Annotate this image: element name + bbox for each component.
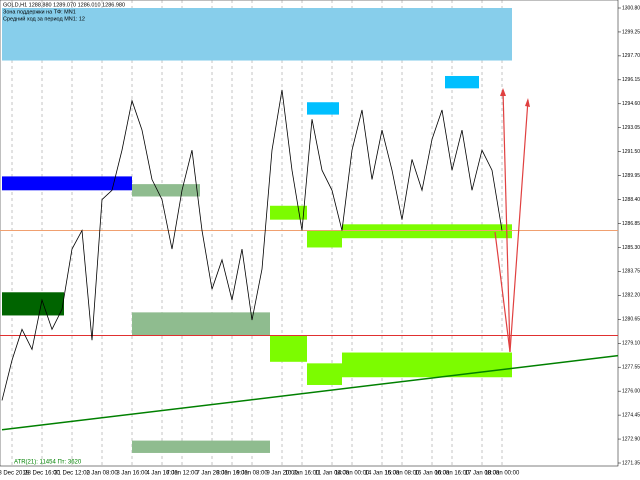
- y-tick-label: 1272.900: [622, 436, 640, 442]
- x-tick-label: 18 Jan 00:00: [485, 471, 520, 477]
- x-tick-label: 10 Jan 16:00: [285, 471, 320, 477]
- y-tick-label: 1279.100: [622, 341, 640, 347]
- x-tick-label: 16 Jan 00:00: [415, 471, 450, 477]
- x-tick-label: 11 Jan 08:00: [315, 471, 350, 477]
- x-tick-label: 14 Jan 16:00: [365, 471, 400, 477]
- trend-line: [1, 354, 619, 431]
- annotation: Зона поддержки на ТФ: MN1: [3, 9, 76, 15]
- y-tick-label: 1277.550: [622, 365, 640, 371]
- y-tick-label: 1276.000: [622, 388, 640, 394]
- chart-title: GOLD,H1 1288.880 1289.070 1286.010 1286.…: [3, 2, 125, 8]
- zone: [342, 224, 512, 239]
- zone: [270, 335, 307, 362]
- y-tick-label: 1288.400: [622, 197, 640, 203]
- zone: [132, 440, 270, 453]
- projection-arrow: [502, 89, 511, 353]
- zone: [307, 102, 339, 115]
- x-tick-label: 9 Jan 08:00: [236, 471, 268, 477]
- zone: [307, 230, 342, 248]
- annotation: Средний ход за период MN1: 12: [3, 15, 85, 22]
- x-tick-label: 4 Jan 16:00: [146, 471, 178, 477]
- x-tick-label: 2 Jan 08:00: [86, 471, 118, 477]
- y-tick-label: 1280.650: [622, 317, 640, 323]
- y-tick-label: 1291.500: [622, 149, 640, 155]
- y-tick-label: 1282.200: [622, 293, 640, 299]
- x-tick-label: 3 Jan 16:00: [116, 471, 148, 477]
- x-tick-label: 28 Dec 2018: [0, 471, 30, 477]
- zone: [2, 292, 64, 316]
- x-tick-label: 16 Jan 16:00: [435, 471, 470, 477]
- y-tick-label: 1297.700: [622, 53, 640, 59]
- zone: [132, 184, 200, 197]
- y-tick-label: 1286.850: [622, 221, 640, 227]
- x-tick-label: 7 Jan 12:00: [166, 471, 198, 477]
- zone: [307, 363, 342, 385]
- y-tick-label: 1271.350: [622, 460, 640, 466]
- x-tick-label: 31 Dec 12:00: [54, 471, 90, 477]
- x-tick-label: 17 Jan 08:00: [465, 471, 500, 477]
- zone: [2, 176, 132, 191]
- footer: ATR(21): 11454 Пт: 3620: [14, 460, 82, 466]
- zone: [445, 75, 479, 89]
- x-tick-label: 15 Jan 08:00: [385, 471, 420, 477]
- zone: [342, 352, 512, 378]
- header: GOLD,H1 1288.880 1289.070 1286.010 1286.…: [3, 2, 125, 22]
- x-tick-label: 14 Jan 00:00: [335, 471, 370, 477]
- y-tick-label: 1296.150: [622, 77, 640, 83]
- x-tick-label: 28 Dec 16:00: [24, 471, 60, 477]
- x-tick-label: 9 Jan 20:00: [266, 471, 298, 477]
- x-tick-label: 7 Jan 20:00: [196, 471, 228, 477]
- y-tick-label: 1299.250: [622, 29, 640, 35]
- zone: [132, 312, 270, 336]
- arrow-head: [500, 88, 530, 107]
- x-tick-label: 8 Jan 16:00: [216, 471, 248, 477]
- y-tick-label: 1285.300: [622, 245, 640, 251]
- y-tick-label: 1274.450: [622, 412, 640, 418]
- y-tick-label: 1294.600: [622, 101, 640, 107]
- layer: [0, 0, 619, 466]
- y-tick-label: 1300.800: [622, 5, 640, 11]
- y-tick-label: 1283.750: [622, 269, 640, 275]
- y-tick-label: 1289.950: [622, 173, 640, 179]
- zone: [2, 8, 512, 61]
- zone: [270, 205, 307, 220]
- price-line: [1, 89, 503, 401]
- y-tick-label: 1293.050: [622, 125, 640, 131]
